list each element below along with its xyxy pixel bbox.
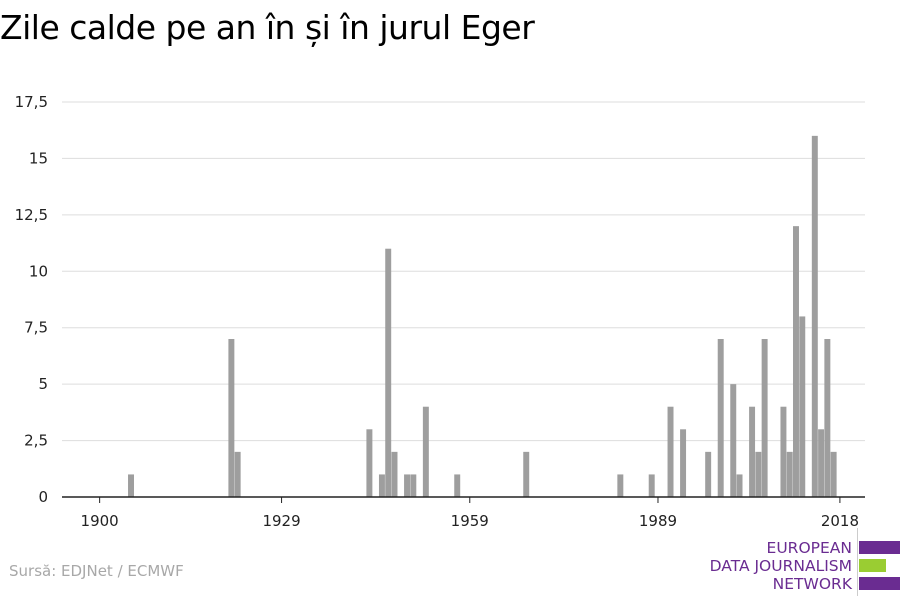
y-tick-label: 12,5 xyxy=(15,206,48,224)
bar xyxy=(410,474,417,497)
y-tick-label: 7,5 xyxy=(24,319,48,337)
bar xyxy=(422,406,429,497)
bar xyxy=(786,451,793,497)
bar xyxy=(391,451,398,497)
bar xyxy=(824,339,831,497)
bar xyxy=(648,474,655,497)
x-tick-label: 1900 xyxy=(81,512,119,530)
bar xyxy=(680,429,687,497)
bar xyxy=(811,135,818,497)
bar xyxy=(128,474,134,497)
bar xyxy=(385,248,392,497)
bar xyxy=(818,429,825,497)
logo-line-data-journalism: DATA JOURNALISM xyxy=(709,557,852,575)
gridlines xyxy=(62,101,865,442)
logo-line-network: NETWORK xyxy=(772,575,852,593)
y-tick-label: 10 xyxy=(29,262,48,280)
bar xyxy=(730,384,737,497)
bar xyxy=(736,474,743,497)
x-axis-ticks: 1900 1929 1959 1989 2018 xyxy=(81,497,859,530)
bar xyxy=(717,339,724,497)
x-tick-label: 1989 xyxy=(639,512,677,530)
chart-title: Zile calde pe an în și în jurul Eger xyxy=(0,8,535,47)
x-tick-label: 1929 xyxy=(262,512,300,530)
bar xyxy=(761,339,768,497)
bar xyxy=(755,451,762,497)
y-tick-label: 15 xyxy=(29,149,48,167)
bar xyxy=(780,406,787,497)
logo-line-european: EUROPEAN xyxy=(766,539,852,557)
bar xyxy=(705,451,712,497)
logo-bar-purple-bottom xyxy=(859,577,900,590)
bar xyxy=(749,406,756,497)
y-tick-label: 2,5 xyxy=(24,432,48,450)
bar xyxy=(667,406,674,497)
bar xyxy=(523,451,530,497)
bar xyxy=(793,226,799,497)
bar xyxy=(228,339,235,497)
bar xyxy=(617,474,624,497)
logo-bar-purple-top xyxy=(859,541,900,554)
y-tick-label: 0 xyxy=(38,488,48,506)
x-tick-label: 2018 xyxy=(821,512,859,530)
bars xyxy=(128,135,837,497)
bar xyxy=(366,429,373,497)
logo-divider xyxy=(857,528,858,596)
bar xyxy=(454,474,461,497)
bar xyxy=(830,451,837,497)
y-tick-label: 5 xyxy=(38,375,48,393)
y-tick-label: 17,5 xyxy=(15,93,48,111)
bar xyxy=(799,316,806,497)
bar xyxy=(378,474,385,497)
edjnet-logo: EUROPEAN DATA JOURNALISM NETWORK xyxy=(702,528,900,600)
y-axis-ticks: 0 2,5 5 7,5 10 12,5 15 17,5 xyxy=(15,93,48,506)
logo-bar-green xyxy=(859,559,886,572)
source-note: Sursă: EDJNet / ECMWF xyxy=(9,562,184,580)
x-tick-label: 1959 xyxy=(451,512,489,530)
bar xyxy=(404,474,411,497)
bar xyxy=(234,451,241,497)
